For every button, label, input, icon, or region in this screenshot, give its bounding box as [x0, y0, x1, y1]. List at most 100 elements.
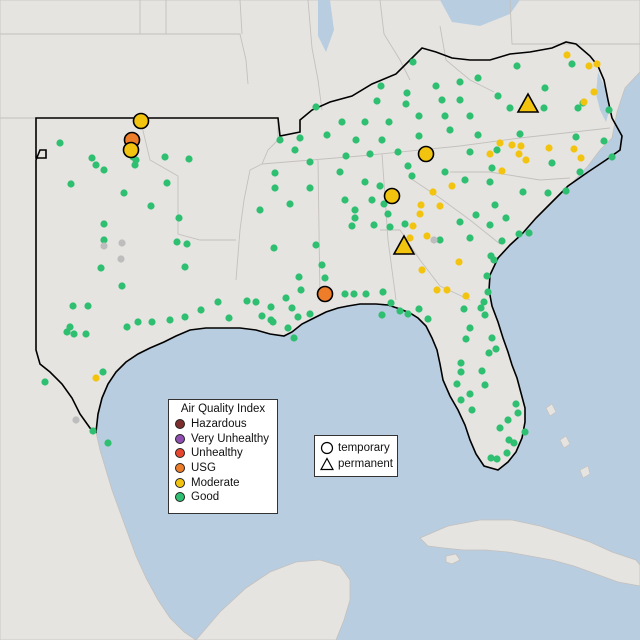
good-station-marker[interactable] [63, 328, 71, 336]
good-station-marker[interactable] [521, 428, 529, 436]
good-station-marker[interactable] [270, 244, 278, 252]
good-station-marker[interactable] [306, 158, 314, 166]
moderate-station-marker[interactable] [515, 150, 523, 158]
good-station-marker[interactable] [486, 221, 494, 229]
moderate-station-marker[interactable] [522, 156, 530, 164]
good-station-marker[interactable] [351, 214, 359, 222]
good-station-marker[interactable] [605, 106, 613, 114]
good-station-marker[interactable] [70, 330, 78, 338]
good-station-marker[interactable] [456, 218, 464, 226]
good-station-marker[interactable] [361, 178, 369, 186]
moderate-station-marker[interactable] [462, 292, 470, 300]
good-station-marker[interactable] [466, 324, 474, 332]
moderate-station-marker[interactable] [496, 139, 504, 147]
moderate-station-marker[interactable] [585, 62, 593, 70]
good-station-marker[interactable] [402, 100, 410, 108]
good-station-marker[interactable] [516, 130, 524, 138]
good-station-marker[interactable] [478, 367, 486, 375]
good-station-marker[interactable] [503, 449, 511, 457]
good-station-marker[interactable] [441, 112, 449, 120]
good-station-marker[interactable] [491, 201, 499, 209]
good-station-marker[interactable] [350, 290, 358, 298]
good-station-marker[interactable] [492, 345, 500, 353]
good-station-marker[interactable] [466, 390, 474, 398]
good-station-marker[interactable] [485, 349, 493, 357]
good-station-marker[interactable] [296, 134, 304, 142]
good-station-marker[interactable] [284, 324, 292, 332]
good-station-marker[interactable] [408, 172, 416, 180]
good-station-marker[interactable] [513, 62, 521, 70]
good-station-marker[interactable] [88, 154, 96, 162]
good-station-marker[interactable] [243, 297, 251, 305]
good-station-marker[interactable] [338, 118, 346, 126]
good-station-marker[interactable] [166, 316, 174, 324]
moderate-station-marker[interactable] [436, 202, 444, 210]
good-station-marker[interactable] [506, 104, 514, 112]
good-station-marker[interactable] [89, 427, 97, 435]
good-station-marker[interactable] [183, 240, 191, 248]
good-station-marker[interactable] [486, 178, 494, 186]
good-station-marker[interactable] [457, 396, 465, 404]
good-station-marker[interactable] [321, 274, 329, 282]
moderate-station-marker[interactable] [418, 266, 426, 274]
good-station-marker[interactable] [175, 214, 183, 222]
moderate-station-marker[interactable] [498, 167, 506, 175]
good-station-marker[interactable] [568, 60, 576, 68]
good-station-marker[interactable] [100, 220, 108, 228]
good-station-marker[interactable] [404, 310, 412, 318]
good-station-marker[interactable] [370, 221, 378, 229]
good-station-marker[interactable] [173, 238, 181, 246]
good-station-marker[interactable] [197, 306, 205, 314]
good-station-marker[interactable] [608, 153, 616, 161]
moderate-station-marker[interactable] [593, 60, 601, 68]
good-station-marker[interactable] [519, 188, 527, 196]
good-station-marker[interactable] [312, 103, 320, 111]
moderate-station-marker[interactable] [406, 234, 414, 242]
good-station-marker[interactable] [306, 310, 314, 318]
good-station-marker[interactable] [466, 234, 474, 242]
temporary-monitor-marker[interactable] [132, 112, 150, 130]
good-station-marker[interactable] [502, 214, 510, 222]
good-station-marker[interactable] [504, 416, 512, 424]
moderate-station-marker[interactable] [590, 88, 598, 96]
good-station-marker[interactable] [104, 439, 112, 447]
permanent-monitor-marker[interactable] [392, 234, 416, 255]
good-station-marker[interactable] [120, 189, 128, 197]
temporary-monitor-marker[interactable] [383, 187, 401, 205]
good-station-marker[interactable] [460, 305, 468, 313]
good-station-marker[interactable] [387, 299, 395, 307]
good-station-marker[interactable] [438, 96, 446, 104]
good-station-marker[interactable] [342, 152, 350, 160]
good-station-marker[interactable] [100, 236, 108, 244]
good-station-marker[interactable] [488, 334, 496, 342]
good-station-marker[interactable] [291, 146, 299, 154]
good-station-marker[interactable] [540, 104, 548, 112]
good-station-marker[interactable] [351, 206, 359, 214]
good-station-marker[interactable] [306, 184, 314, 192]
no-data-station-marker[interactable] [72, 416, 80, 424]
good-station-marker[interactable] [386, 223, 394, 231]
good-station-marker[interactable] [41, 378, 49, 386]
good-station-marker[interactable] [282, 294, 290, 302]
good-station-marker[interactable] [462, 335, 470, 343]
good-station-marker[interactable] [477, 304, 485, 312]
good-station-marker[interactable] [373, 97, 381, 105]
moderate-station-marker[interactable] [417, 201, 425, 209]
good-station-marker[interactable] [385, 118, 393, 126]
temporary-monitor-marker[interactable] [122, 141, 140, 159]
good-station-marker[interactable] [368, 196, 376, 204]
good-station-marker[interactable] [341, 196, 349, 204]
moderate-station-marker[interactable] [517, 142, 525, 150]
moderate-station-marker[interactable] [508, 141, 516, 149]
moderate-station-marker[interactable] [455, 258, 463, 266]
good-station-marker[interactable] [409, 58, 417, 66]
good-station-marker[interactable] [276, 136, 284, 144]
no-data-station-marker[interactable] [430, 236, 438, 244]
good-station-marker[interactable] [487, 252, 495, 260]
good-station-marker[interactable] [267, 303, 275, 311]
good-station-marker[interactable] [453, 380, 461, 388]
good-station-marker[interactable] [487, 454, 495, 462]
good-station-marker[interactable] [468, 406, 476, 414]
no-data-station-marker[interactable] [118, 239, 126, 247]
